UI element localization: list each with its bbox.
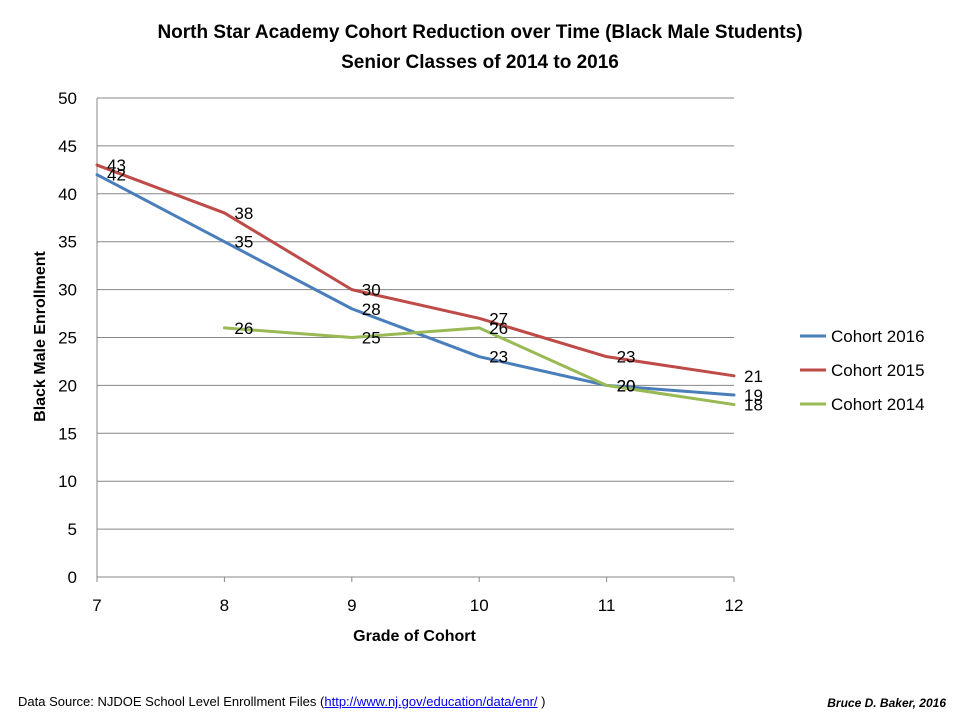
data-label: 35 xyxy=(234,233,253,252)
x-tick-label: 10 xyxy=(470,596,489,615)
x-tick-label: 7 xyxy=(92,596,101,615)
data-label: 23 xyxy=(489,348,508,367)
y-tick-label: 40 xyxy=(58,185,77,204)
data-label: 30 xyxy=(362,281,381,300)
author-credit: Bruce D. Baker, 2016 xyxy=(827,696,946,710)
x-tick-label: 12 xyxy=(725,596,744,615)
data-label: 25 xyxy=(362,329,381,348)
chart-subtitle: Senior Classes of 2014 to 2016 xyxy=(341,52,619,73)
x-tick-label: 8 xyxy=(220,596,229,615)
y-tick-label: 45 xyxy=(58,137,77,156)
y-tick-label: 15 xyxy=(58,424,77,443)
source-suffix: ) xyxy=(537,694,546,709)
y-axis-title: Black Male Enrollment xyxy=(32,250,49,421)
x-axis-title: Grade of Cohort xyxy=(353,628,476,645)
data-label: 26 xyxy=(234,319,253,338)
legend-label: Cohort 2014 xyxy=(831,395,925,414)
data-source-note: Data Source: NJDOE School Level Enrollme… xyxy=(18,694,546,709)
data-label: 21 xyxy=(744,367,763,386)
data-label: 28 xyxy=(362,300,381,319)
legend-label: Cohort 2016 xyxy=(831,327,925,346)
source-link[interactable]: http://www.nj.gov/education/data/enr/ xyxy=(324,694,538,709)
data-label: 38 xyxy=(234,204,253,223)
data-label: 20 xyxy=(617,376,636,395)
data-label: 23 xyxy=(617,348,636,367)
line-chart: 0 5 10 15 20 25 30 35 40 45 50 7 8 9 10 11 12 Grade of Co… xyxy=(32,89,925,645)
data-label: 42 xyxy=(107,166,126,185)
data-label: 19 xyxy=(744,386,763,405)
x-tick-label: 9 xyxy=(347,596,356,615)
y-tick-label: 20 xyxy=(58,376,77,395)
y-tick-label: 25 xyxy=(58,329,77,348)
y-tick-label: 30 xyxy=(58,281,77,300)
data-label: 43 xyxy=(107,156,126,175)
source-prefix: Data Source: NJDOE School Level Enrollme… xyxy=(18,694,325,709)
y-tick-label: 0 xyxy=(68,568,77,587)
data-label: 26 xyxy=(489,319,508,338)
series-line xyxy=(95,163,736,378)
y-tick-label: 50 xyxy=(58,89,77,108)
data-label: 20 xyxy=(617,376,636,395)
legend-label: Cohort 2015 xyxy=(831,361,925,380)
data-label: 27 xyxy=(489,309,508,328)
data-label: 18 xyxy=(744,396,763,415)
series-line xyxy=(222,326,736,407)
x-tick-label: 11 xyxy=(598,596,616,615)
chart-title: North Star Academy Cohort Reduction over… xyxy=(157,22,803,43)
y-tick-label: 5 xyxy=(68,520,77,539)
y-tick-label: 35 xyxy=(58,233,77,252)
y-tick-label: 10 xyxy=(58,472,77,491)
